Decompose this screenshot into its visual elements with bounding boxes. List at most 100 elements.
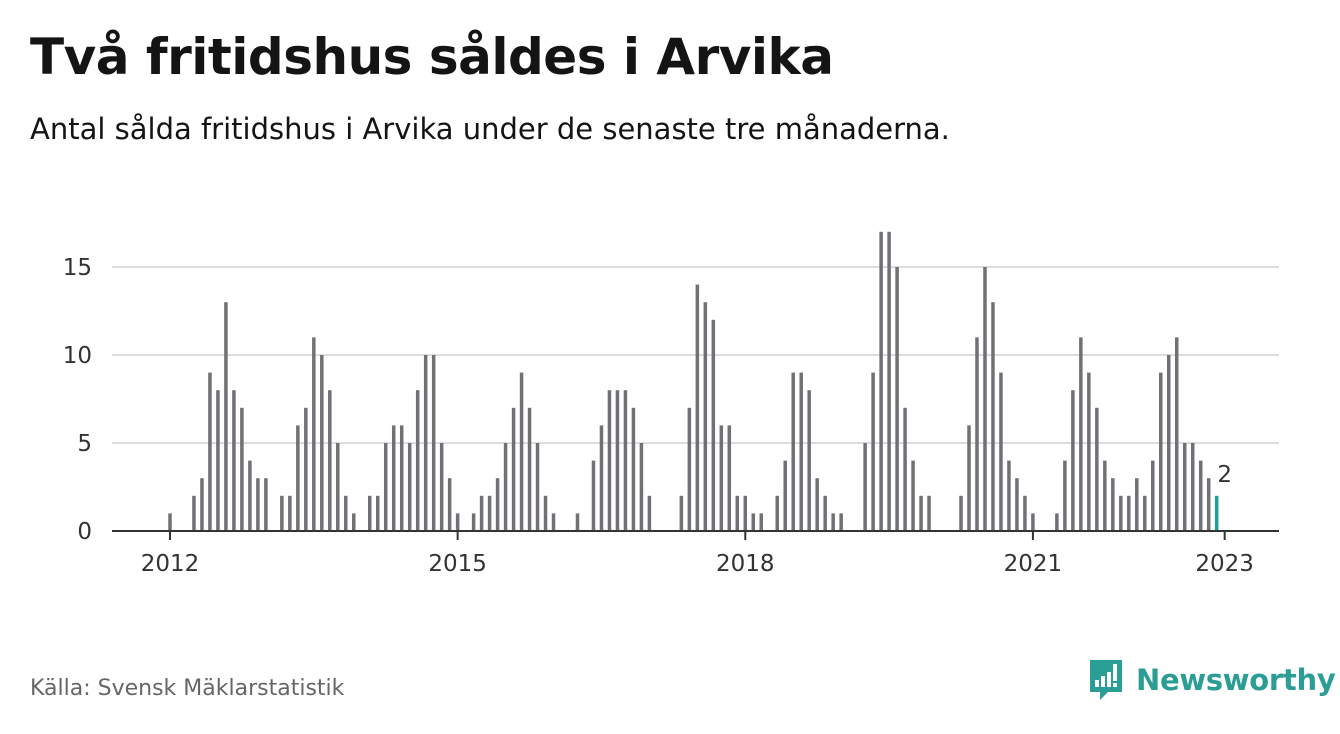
bar	[1159, 372, 1163, 531]
bar	[527, 407, 532, 531]
chart-title: Två fritidshus såldes i Arvika	[30, 28, 834, 86]
bar	[631, 407, 636, 531]
bar	[495, 478, 500, 531]
bar	[551, 513, 556, 531]
bar	[192, 495, 196, 531]
bar	[200, 478, 204, 531]
bar	[751, 513, 756, 531]
bar	[455, 513, 460, 531]
bar	[799, 372, 803, 531]
bar	[711, 319, 716, 531]
x-tick-label: 2018	[716, 551, 775, 577]
bar	[320, 355, 324, 531]
bar	[903, 407, 907, 531]
bar	[399, 425, 404, 531]
bar	[735, 495, 740, 531]
bar	[775, 495, 779, 531]
bar	[391, 425, 396, 531]
bar	[1167, 355, 1171, 531]
bar	[1151, 460, 1155, 531]
bar	[1095, 407, 1099, 531]
bar	[759, 513, 764, 531]
bar	[248, 460, 252, 531]
bar	[543, 495, 548, 531]
bar	[208, 372, 212, 531]
bar	[959, 495, 963, 531]
bar	[352, 513, 356, 531]
bar	[727, 425, 732, 531]
last-value-label: 2	[1217, 462, 1232, 488]
bar	[1071, 390, 1075, 531]
bar	[224, 302, 228, 531]
bar	[791, 372, 795, 531]
bar	[887, 231, 891, 532]
bar-chart-icon	[1090, 660, 1122, 700]
bar	[679, 495, 684, 531]
bar	[535, 443, 540, 531]
bar	[1015, 478, 1019, 531]
bar	[703, 302, 708, 531]
bar	[1063, 460, 1067, 531]
bar	[1182, 443, 1187, 531]
bar	[975, 337, 979, 531]
bar	[599, 425, 604, 531]
bar	[871, 372, 875, 531]
bar	[312, 337, 316, 531]
bar	[999, 372, 1003, 531]
bar	[743, 495, 748, 531]
bar	[1206, 478, 1211, 531]
bar	[344, 495, 348, 531]
y-tick-label: 5	[77, 431, 92, 457]
bar	[1055, 513, 1059, 531]
bar	[232, 390, 236, 531]
bar	[168, 513, 172, 531]
bar	[719, 425, 724, 531]
brand-logo: Newsworthy	[1088, 658, 1336, 702]
bar	[607, 390, 612, 531]
bar	[296, 425, 300, 531]
bar	[863, 443, 867, 531]
bar	[423, 355, 428, 531]
bar	[1023, 495, 1027, 531]
bar	[519, 372, 524, 531]
bar	[879, 231, 883, 532]
bar	[815, 478, 819, 531]
bar	[415, 390, 420, 531]
bar	[256, 478, 260, 531]
bar	[487, 495, 492, 531]
bar	[375, 495, 380, 531]
y-tick-label: 0	[77, 519, 92, 545]
bar	[1111, 478, 1115, 531]
bar-chart: 0 5 10 15 2012 2015 2018 2021 2023 2	[63, 231, 1279, 577]
bar	[1007, 460, 1011, 531]
bar	[383, 443, 388, 531]
brand-name: Newsworthy	[1136, 663, 1336, 697]
y-tick-label: 15	[63, 255, 92, 281]
bar	[919, 495, 923, 531]
bar	[591, 460, 596, 531]
bar	[1079, 337, 1083, 531]
bar	[471, 513, 476, 531]
y-tick-label: 10	[63, 343, 92, 369]
bar	[288, 495, 292, 531]
bar	[927, 495, 931, 531]
bar	[831, 513, 835, 531]
source-note: Källa: Svensk Mäklarstatistik	[30, 676, 345, 701]
bar	[639, 443, 644, 531]
bar	[1119, 495, 1123, 531]
bar	[967, 425, 971, 531]
bar	[911, 460, 915, 531]
bar	[839, 513, 843, 531]
bar	[1135, 478, 1139, 531]
bar	[807, 390, 811, 531]
bar	[328, 390, 332, 531]
bar	[336, 443, 340, 531]
bar	[439, 443, 444, 531]
bar	[216, 390, 220, 531]
bar	[431, 355, 436, 531]
bar	[280, 495, 284, 531]
bar	[447, 478, 452, 531]
bar	[368, 495, 372, 531]
bar	[783, 460, 787, 531]
bar	[1087, 372, 1091, 531]
